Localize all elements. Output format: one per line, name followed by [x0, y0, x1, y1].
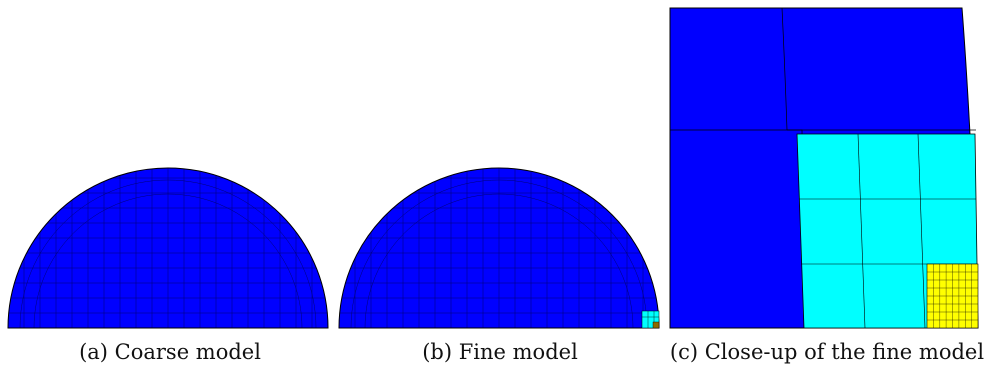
panel-closeup: (c) Close-up of the fine model — [660, 0, 994, 376]
caption-fine-model: (b) Fine model — [422, 340, 578, 364]
coarse-mesh-figure — [7, 167, 329, 329]
closeup-refined-level-2 — [926, 263, 979, 329]
closeup-mesh-figure — [669, 7, 979, 329]
panel-coarse-model: (a) Coarse model — [0, 0, 340, 376]
fine-refined-corner — [641, 310, 660, 329]
caption-closeup: (c) Close-up of the fine model — [669, 340, 985, 364]
fine-mesh-lines — [339, 168, 659, 328]
fine-mesh-figure — [338, 167, 660, 329]
caption-coarse-model: (a) Coarse model — [79, 340, 261, 364]
coarse-mesh-lines — [8, 168, 328, 328]
panel-fine-model: (b) Fine model — [330, 0, 670, 376]
